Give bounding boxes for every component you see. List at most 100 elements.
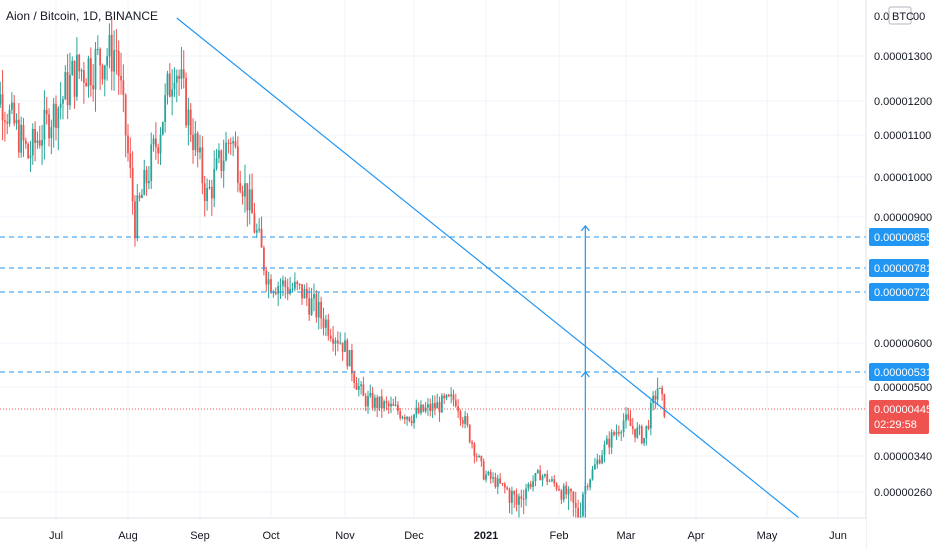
candle-2020-07-06 xyxy=(66,53,69,120)
candle-2020-08-16 xyxy=(161,121,164,136)
candle-2021-01-31 xyxy=(555,482,558,492)
candle-body xyxy=(640,426,643,444)
candle-body xyxy=(6,121,9,124)
candle-body xyxy=(422,404,425,412)
candle-2020-07-24 xyxy=(108,23,111,69)
candle-body xyxy=(255,230,258,233)
candle-body xyxy=(364,396,367,407)
candle-body xyxy=(555,483,558,489)
price-axis: 0.00001300 0.00001200 0.00001100 0.00001000… xyxy=(865,0,932,550)
candle-2020-11-28 xyxy=(406,416,408,426)
candle-body xyxy=(649,402,652,429)
candle-2020-10-22 xyxy=(320,296,323,330)
candle-2020-12-24 xyxy=(466,413,469,428)
candle-body xyxy=(548,480,551,482)
candle-2020-09-24 xyxy=(253,202,256,234)
candle-2020-11-09 xyxy=(362,376,365,397)
x-tick-label: Feb xyxy=(550,530,569,542)
candle-2020-09-01 xyxy=(199,134,201,160)
candle-body xyxy=(192,134,194,151)
candle-body xyxy=(394,404,397,406)
candle-2020-10-20 xyxy=(315,289,318,323)
candle-body xyxy=(303,288,306,299)
candle-body xyxy=(461,419,464,424)
candle-body xyxy=(471,442,473,444)
candle-2020-12-13 xyxy=(440,393,443,413)
candle-2020-06-13 xyxy=(13,95,16,127)
candle-body xyxy=(17,119,20,153)
candle-2020-07-02 xyxy=(57,106,60,151)
candle-2020-09-16 xyxy=(234,131,237,149)
candle-2021-03-14 xyxy=(654,390,657,409)
candle-2021-01-12 xyxy=(511,486,513,515)
candle-2020-06-28 xyxy=(48,108,50,147)
candle-2021-01-23 xyxy=(536,469,539,474)
candle-body xyxy=(291,288,294,290)
candle-body xyxy=(489,471,492,479)
candle-2021-01-18 xyxy=(525,483,527,506)
candle-body xyxy=(251,189,253,214)
candle-body xyxy=(429,404,432,411)
candle-body xyxy=(431,403,434,411)
candle-body xyxy=(22,124,25,141)
candle-2021-03-06 xyxy=(636,422,639,440)
x-tick-label: Nov xyxy=(335,530,355,542)
candle-2021-01-14 xyxy=(515,488,518,512)
candle-2021-03-11 xyxy=(647,419,650,431)
candle-body xyxy=(227,142,230,144)
candle-body xyxy=(351,350,353,374)
candle-body xyxy=(325,319,327,328)
candle-body xyxy=(560,490,563,500)
candle-2020-09-06 xyxy=(210,179,213,216)
candle-2020-09-08 xyxy=(215,148,218,171)
candle-2020-07-31 xyxy=(124,93,127,158)
candle-2020-07-18 xyxy=(94,42,97,112)
candle-2020-09-07 xyxy=(213,150,216,208)
candle-body xyxy=(194,133,197,151)
level-tag-bg xyxy=(869,259,929,277)
level-tag-0.00000781: 0.00000781 xyxy=(869,259,932,277)
candle-2021-01-05 xyxy=(494,472,497,489)
candle-2020-11-27 xyxy=(403,414,406,424)
candle-2020-07-10 xyxy=(76,37,78,101)
candle-2021-03-05 xyxy=(634,428,636,443)
candle-2020-09-10 xyxy=(220,149,223,179)
candle-body xyxy=(610,432,613,448)
candle-body xyxy=(577,507,580,518)
candle-2020-10-15 xyxy=(303,284,306,299)
candle-2020-08-07 xyxy=(141,189,143,199)
candle-2020-06-20 xyxy=(29,140,32,172)
candle-2020-06-11 xyxy=(8,104,11,127)
candle-2021-01-26 xyxy=(543,473,546,479)
candle-2020-10-26 xyxy=(329,328,332,342)
candle-2020-07-03 xyxy=(59,82,62,120)
candle-2021-01-27 xyxy=(546,470,549,486)
candle-body xyxy=(38,140,41,146)
candle-2020-09-23 xyxy=(251,173,253,214)
candle-body xyxy=(279,285,282,287)
candle-2021-02-27 xyxy=(620,429,623,442)
candle-body xyxy=(69,74,71,106)
x-tick-label: Jul xyxy=(49,530,63,542)
candle-2020-12-30 xyxy=(480,455,483,467)
candle-body xyxy=(308,298,311,315)
candle-2020-06-14 xyxy=(15,113,18,130)
candle-2020-11-11 xyxy=(367,390,369,414)
candle-2020-08-22 xyxy=(175,69,178,103)
candle-body xyxy=(613,432,615,435)
candle-body xyxy=(447,394,450,397)
candle-body xyxy=(1,94,4,121)
candle-2021-01-07 xyxy=(499,472,502,485)
x-tick-label: Mar xyxy=(617,530,636,542)
candle-body xyxy=(15,119,18,124)
candle-body xyxy=(161,121,164,135)
candle-body xyxy=(305,288,308,299)
candle-2021-03-09 xyxy=(643,437,645,446)
candle-body xyxy=(408,416,411,421)
candle-body xyxy=(164,95,167,122)
candle-2020-06-16 xyxy=(20,116,23,158)
candle-2020-11-06 xyxy=(355,376,358,390)
candle-2021-02-18 xyxy=(598,455,601,465)
candle-2020-09-29 xyxy=(265,266,268,292)
